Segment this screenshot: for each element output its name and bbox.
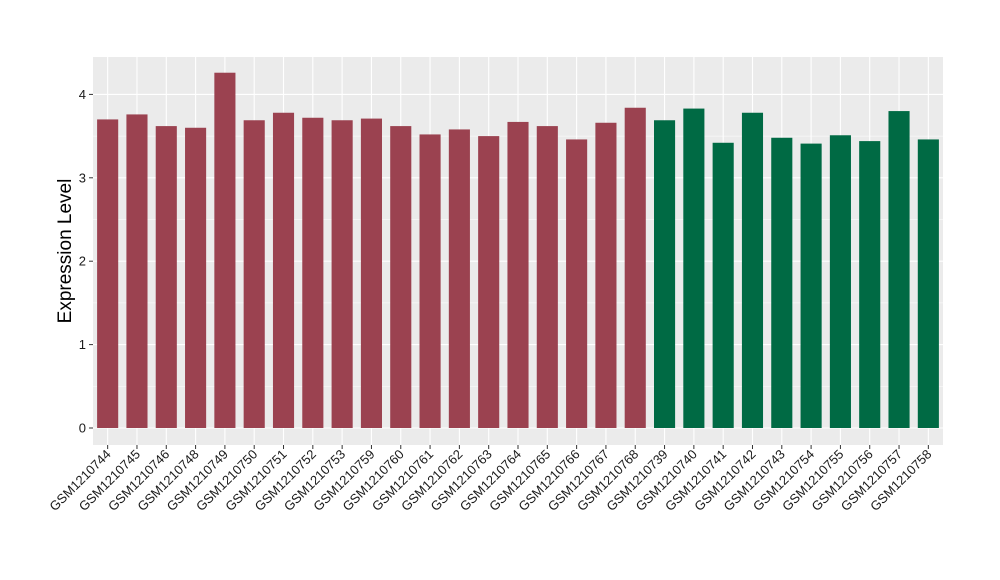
y-axis: 0 1 2 3 4 <box>79 87 93 436</box>
bar-gsm1210748 <box>185 127 207 428</box>
y-tick-label: 0 <box>79 421 86 436</box>
bar-gsm1210762 <box>448 129 470 429</box>
y-tick-label: 3 <box>79 170 86 185</box>
bars <box>97 72 939 429</box>
bar-gsm1210752 <box>302 117 324 428</box>
bar-gsm1210760 <box>390 126 412 428</box>
y-tick-label: 2 <box>79 254 86 269</box>
bar-gsm1210739 <box>654 120 676 428</box>
bar-gsm1210740 <box>683 108 705 428</box>
bar-gsm1210767 <box>595 122 617 429</box>
bar-gsm1210756 <box>859 141 881 428</box>
x-axis: GSM1210744GSM1210745GSM1210746GSM1210748… <box>46 445 934 514</box>
bar-gsm1210743 <box>771 137 793 428</box>
bar-gsm1210750 <box>243 120 265 428</box>
bar-gsm1210768 <box>624 107 646 428</box>
bar-gsm1210765 <box>536 126 558 428</box>
bar-gsm1210753 <box>331 120 353 428</box>
bar-gsm1210749 <box>214 72 236 428</box>
bar-gsm1210745 <box>126 114 148 428</box>
bar-gsm1210755 <box>829 135 851 429</box>
bar-gsm1210766 <box>566 139 588 428</box>
bar-gsm1210741 <box>712 142 734 428</box>
bar-gsm1210763 <box>478 136 500 428</box>
bar-gsm1210757 <box>888 111 910 428</box>
bar-gsm1210744 <box>97 119 119 429</box>
bar-gsm1210761 <box>419 134 441 428</box>
bar-gsm1210758 <box>917 139 939 428</box>
y-tick-label: 4 <box>79 87 86 102</box>
y-tick-label: 1 <box>79 337 86 352</box>
bar-gsm1210746 <box>155 126 177 428</box>
y-axis-title: Expression Level <box>55 179 76 324</box>
bar-gsm1210754 <box>800 143 822 428</box>
bar-gsm1210764 <box>507 121 529 428</box>
bar-gsm1210742 <box>741 112 764 429</box>
bar-gsm1210759 <box>360 118 382 428</box>
bar-gsm1210751 <box>272 112 295 429</box>
